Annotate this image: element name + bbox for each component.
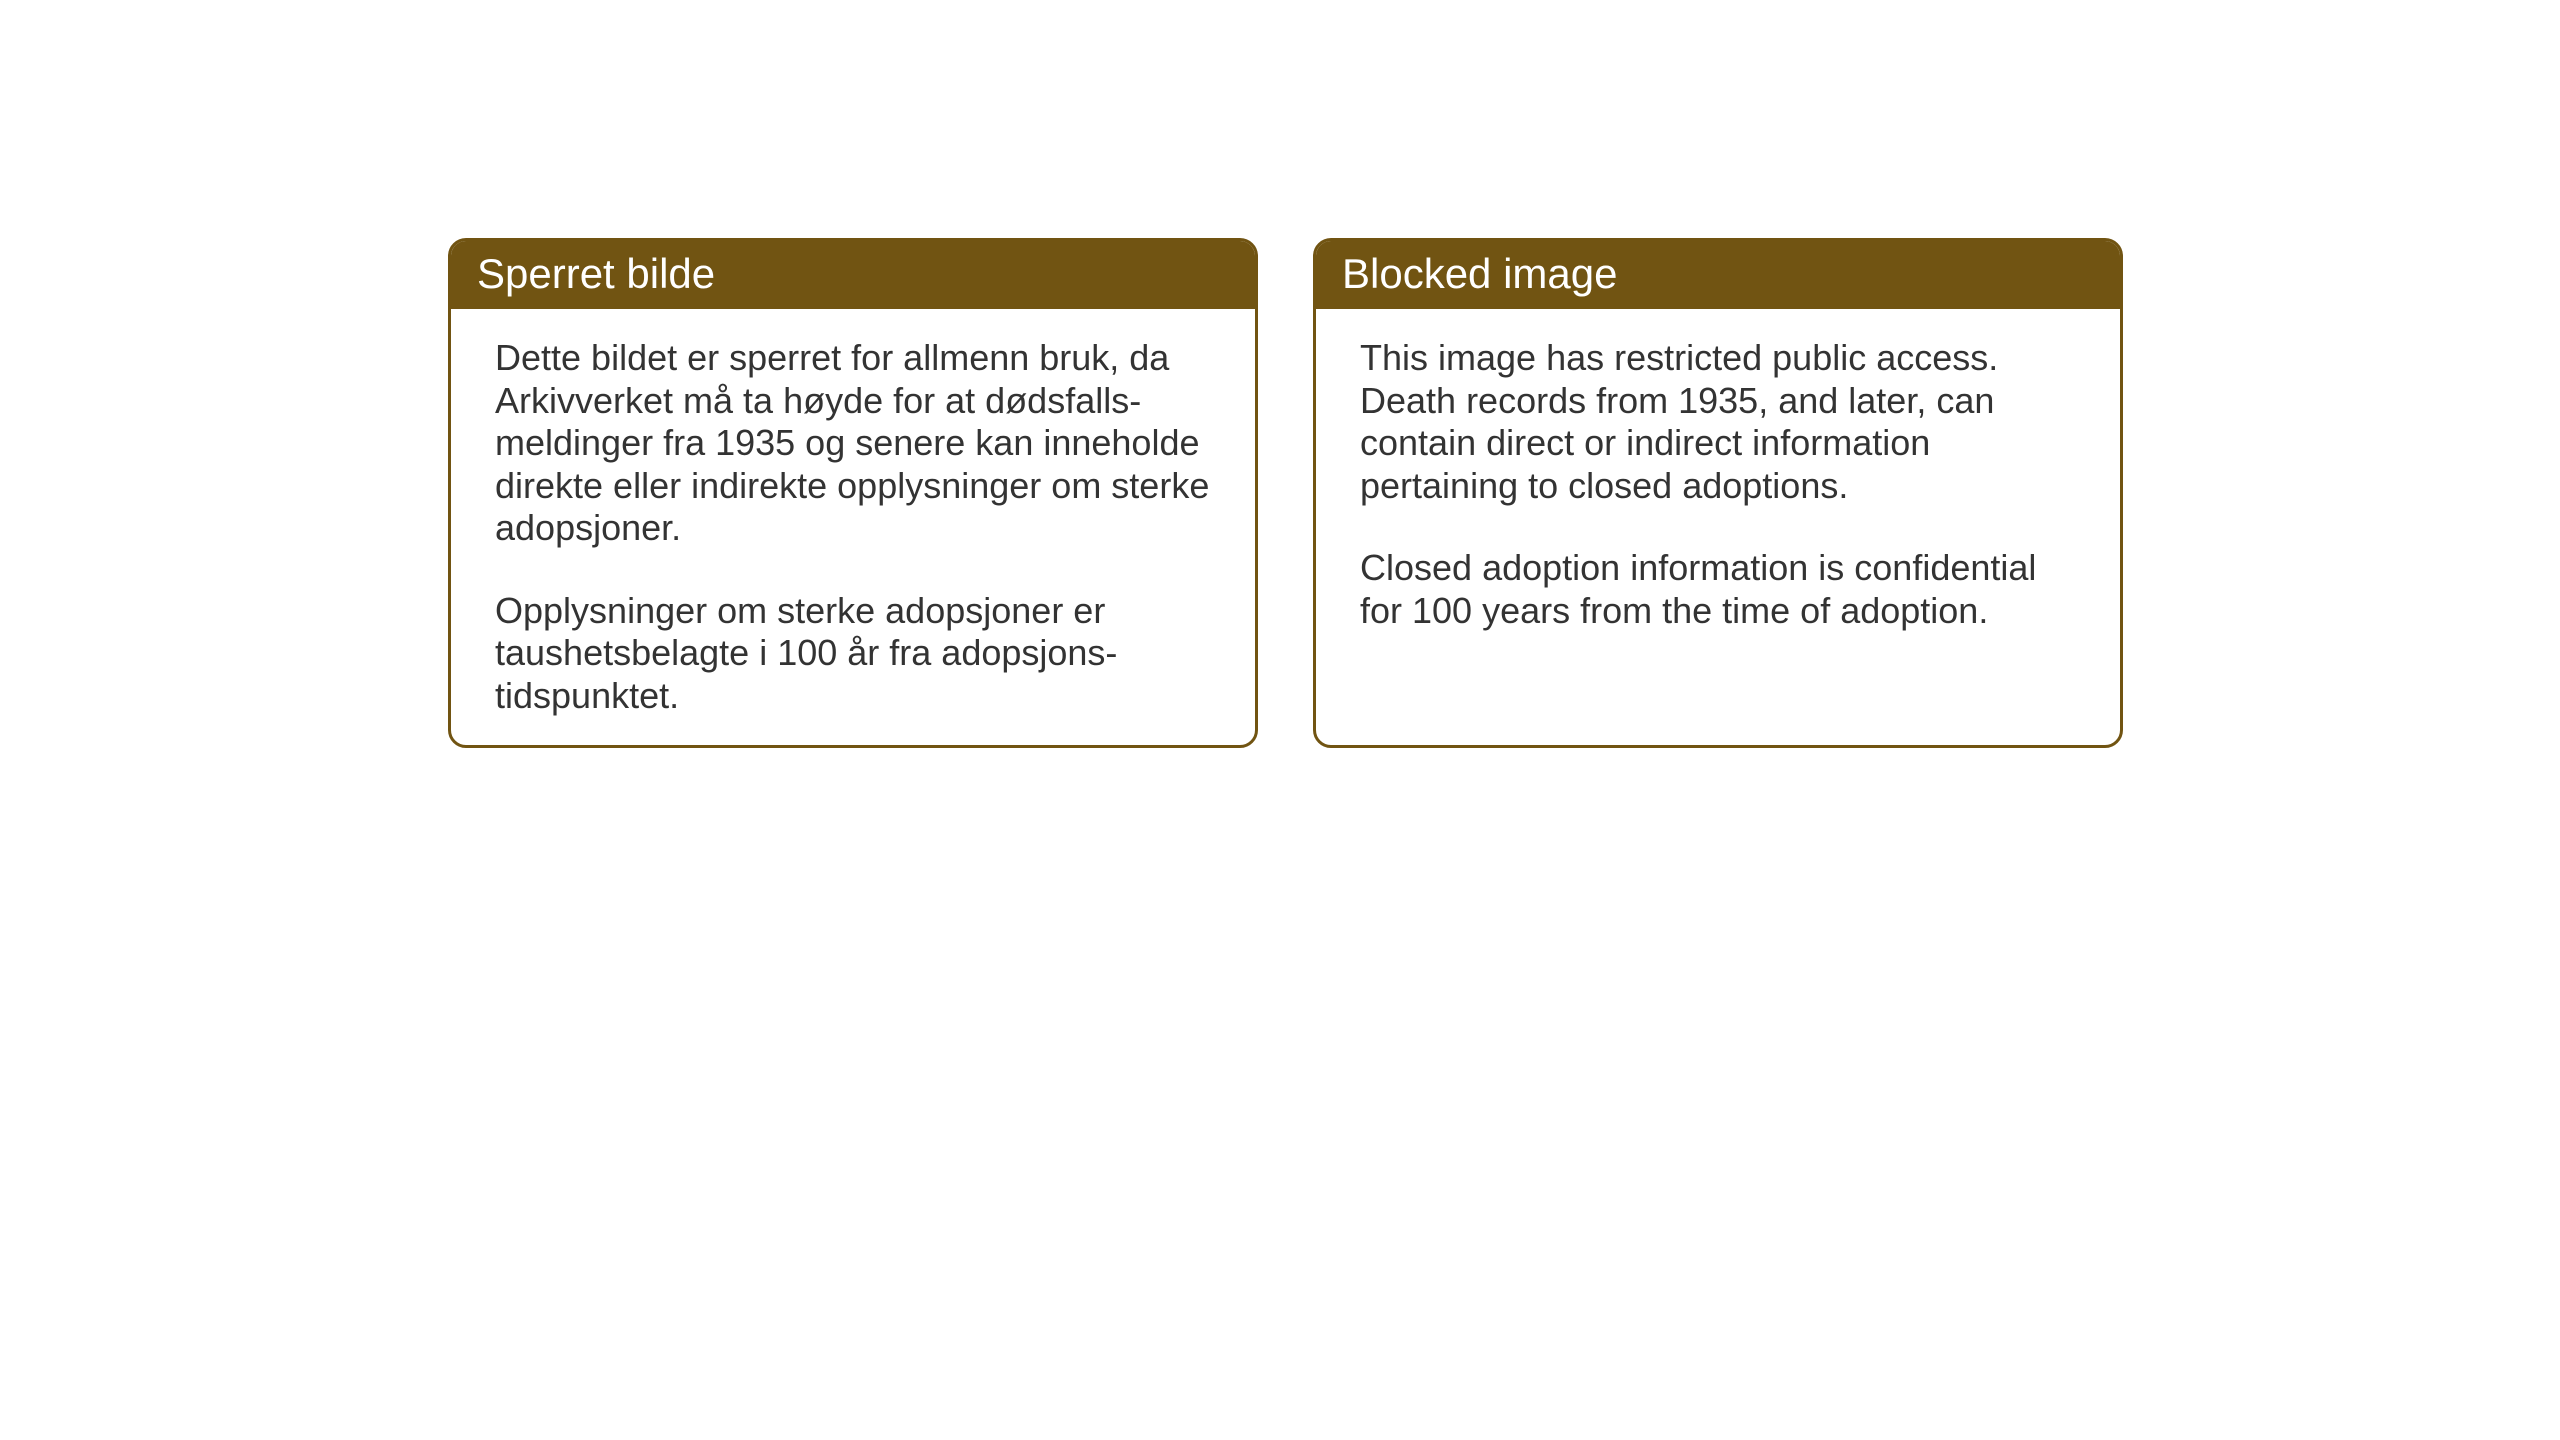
paragraph-1-english: This image has restricted public access.…: [1360, 337, 2076, 507]
card-header-english: Blocked image: [1316, 241, 2120, 309]
cards-container: Sperret bilde Dette bildet er sperret fo…: [448, 238, 2123, 748]
paragraph-2-norwegian: Opplysninger om sterke adopsjoner er tau…: [495, 590, 1211, 717]
card-body-english: This image has restricted public access.…: [1316, 309, 2120, 660]
paragraph-1-norwegian: Dette bildet er sperret for allmenn bruk…: [495, 337, 1211, 549]
card-body-norwegian: Dette bildet er sperret for allmenn bruk…: [451, 309, 1255, 745]
card-norwegian: Sperret bilde Dette bildet er sperret fo…: [448, 238, 1258, 748]
paragraph-2-english: Closed adoption information is confident…: [1360, 547, 2076, 632]
card-english: Blocked image This image has restricted …: [1313, 238, 2123, 748]
card-header-norwegian: Sperret bilde: [451, 241, 1255, 309]
